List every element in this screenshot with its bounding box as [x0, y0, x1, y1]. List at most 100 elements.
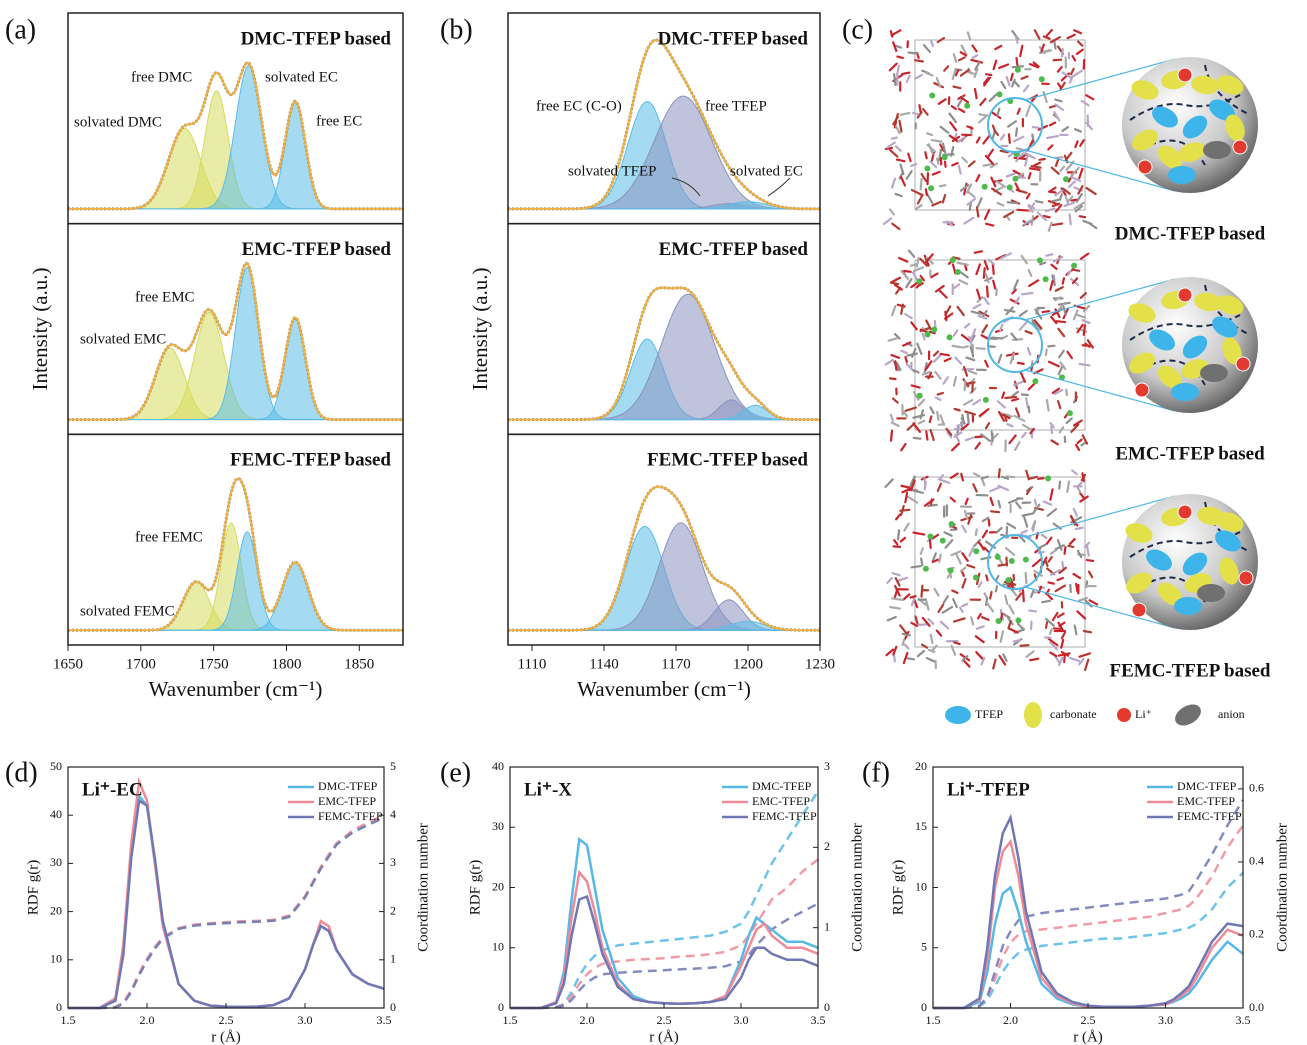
molecule-bond — [1056, 400, 1062, 410]
molecule-bond — [1042, 90, 1048, 104]
molecule-bond — [1033, 570, 1043, 577]
molecule-bond — [941, 193, 947, 204]
molecule-bond — [1056, 82, 1063, 90]
molecule-bond — [1058, 480, 1062, 490]
y-tick-label: 20 — [492, 879, 504, 893]
molecule-bond — [959, 566, 967, 573]
x-axis-label: r (Å) — [1073, 1029, 1103, 1045]
molecule-bond — [931, 170, 941, 176]
molecule-bond — [1074, 140, 1079, 149]
molecule-bond — [891, 597, 904, 602]
molecule-bond — [1023, 219, 1032, 225]
molecule-bond — [988, 93, 998, 103]
legend-carbonate — [1024, 702, 1042, 728]
molecule-bond — [1027, 205, 1034, 213]
molecule-bond — [907, 249, 916, 258]
molecule-bond — [916, 110, 923, 119]
molecule-bond — [1068, 537, 1076, 546]
molecule-bond — [1027, 383, 1035, 391]
molecule-bond — [944, 305, 952, 316]
molecule-bond — [966, 563, 976, 569]
lithium-atom — [982, 396, 989, 403]
molecule-bond — [984, 272, 990, 284]
molecule-bond — [956, 261, 969, 266]
molecule-bond — [1078, 362, 1091, 367]
molecule-bond — [1069, 656, 1081, 663]
molecule-bond — [1074, 205, 1084, 213]
molecule-bond — [1079, 139, 1085, 147]
molecule-bond — [1076, 549, 1083, 559]
molecule-bond — [938, 289, 948, 299]
molecule-bond — [997, 484, 1010, 492]
molecule-bond — [1033, 29, 1041, 40]
molecule-bond — [889, 606, 901, 610]
molecule-bond — [936, 157, 940, 166]
molecule-bond — [893, 539, 899, 546]
molecule-bond — [1054, 286, 1064, 292]
molecule-bond — [916, 193, 924, 205]
molecule-bond — [939, 125, 950, 134]
molecule-bond — [953, 283, 961, 290]
y-axis-label: RDF g(r) — [890, 860, 906, 915]
molecule-bond — [1014, 296, 1020, 305]
y2-tick-label: 3 — [824, 759, 830, 773]
molecule-bond — [975, 136, 981, 144]
y2-tick-label: 1 — [824, 919, 830, 933]
molecule-bond — [899, 111, 911, 116]
molecule-bond — [1007, 133, 1011, 144]
chart-title: Li⁺-X — [524, 779, 572, 800]
molecule-bond — [1074, 128, 1083, 133]
x-tick-label: 1850 — [344, 656, 374, 672]
molecule-bond — [970, 334, 976, 343]
molecule-bond — [964, 410, 977, 416]
molecule-bond — [1049, 641, 1058, 651]
panel-label: (f) — [862, 757, 890, 788]
y-axis-label: RDF g(r) — [467, 860, 483, 915]
peak-component — [507, 522, 821, 631]
molecule-bond — [1045, 398, 1050, 412]
molecule-bond — [1025, 650, 1035, 658]
molecule-bond — [1005, 306, 1014, 316]
peak-label: solvated FEMC — [80, 603, 175, 619]
molecule-bond — [1085, 121, 1093, 131]
molecule-bond — [1070, 67, 1075, 76]
molecule-bond — [951, 344, 963, 349]
molecule-bond — [1051, 611, 1059, 622]
molecule-bond — [903, 522, 910, 532]
li-ion — [1131, 602, 1147, 618]
molecule-bond — [1072, 572, 1082, 580]
molecule-bond — [964, 436, 976, 442]
lithium-atom — [1036, 257, 1043, 264]
molecule-bond — [944, 312, 954, 320]
molecule-bond — [1054, 156, 1064, 159]
rdf-line — [510, 894, 819, 1010]
molecule-bond — [999, 133, 1006, 141]
y2-tick-label: 2 — [824, 839, 830, 853]
molecule-bond — [1049, 488, 1054, 501]
molecule-bond — [976, 612, 982, 620]
molecule-bond — [975, 206, 980, 218]
molecule-bond — [936, 391, 944, 396]
molecule-bond — [958, 279, 969, 286]
fit-envelope — [508, 286, 820, 421]
molecule-bond — [951, 589, 959, 594]
y-axis-label: Intensity (a.u.) — [28, 267, 52, 390]
molecule-bond — [927, 143, 934, 156]
molecule-bond — [909, 475, 916, 487]
molecule-bond — [1048, 121, 1057, 127]
molecule-bond — [892, 653, 896, 663]
lithium-atom — [916, 278, 923, 285]
molecule-bond — [892, 41, 898, 53]
molecule-bond — [919, 547, 924, 556]
molecule-bond — [886, 615, 897, 622]
molecule-bond — [1044, 207, 1056, 213]
molecule-bond — [885, 648, 895, 657]
molecule-bond — [962, 365, 969, 377]
molecule-bond — [939, 352, 951, 357]
subplot-title: EMC-TFEP based — [242, 239, 392, 260]
x-tick-label: 1140 — [589, 656, 618, 672]
molecule-bond — [919, 409, 925, 420]
molecule-bond — [1011, 65, 1024, 69]
rdf-line — [68, 798, 385, 1010]
